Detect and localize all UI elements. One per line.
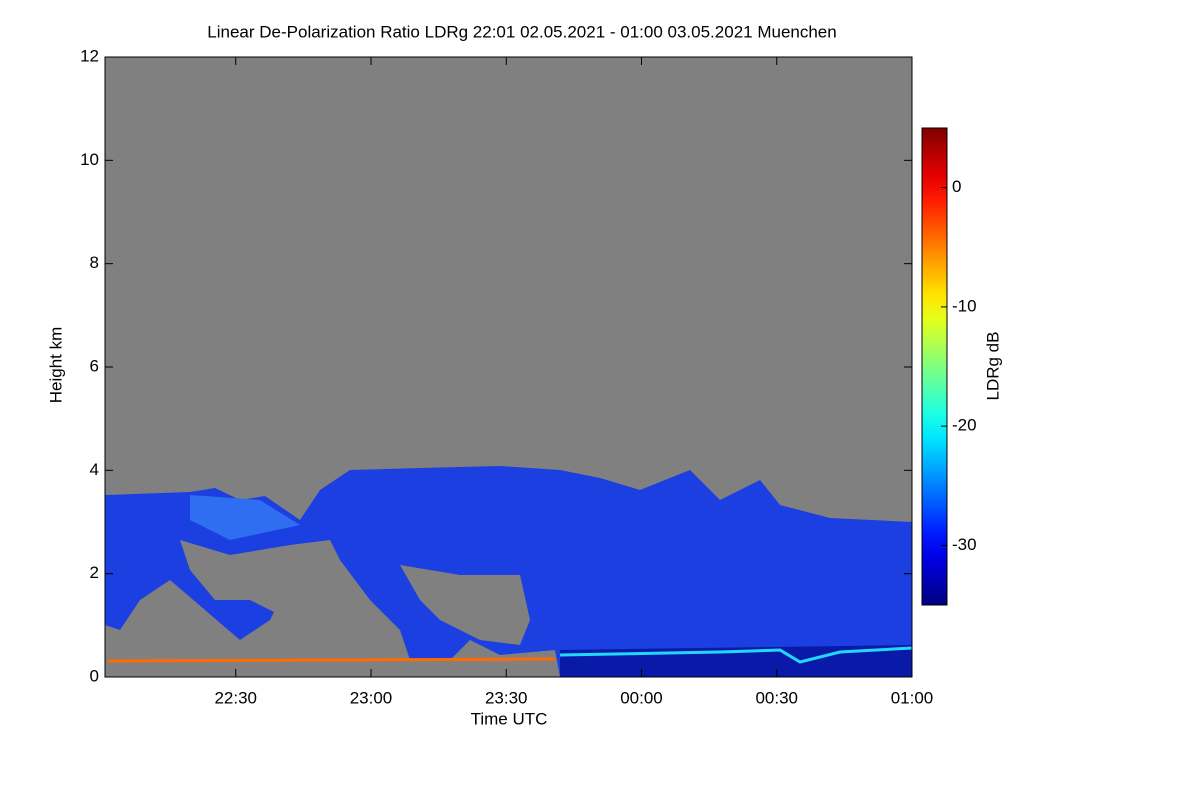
colorbar (921, 127, 948, 606)
y-tick-label: 12 (80, 46, 99, 65)
x-tick-label: 22:30 (214, 688, 257, 707)
x-tick-label: 23:00 (350, 688, 393, 707)
y-axis-label: Height km (46, 327, 65, 404)
y-tick-label: 8 (90, 253, 99, 272)
x-axis-label: Time UTC (471, 709, 548, 728)
echo-line (559, 646, 913, 664)
echo-region (400, 565, 530, 645)
y-tick-label: 0 (90, 666, 99, 685)
x-tick-label: 23:30 (485, 688, 528, 707)
chart-title: Linear De-Polarization Ratio LDRg 22:01 … (207, 22, 836, 41)
x-tick-label: 00:00 (620, 688, 663, 707)
y-tick-label: 2 (90, 563, 99, 582)
y-tick-label: 4 (90, 460, 99, 479)
colorbar-label: LDRg dB (983, 332, 1002, 401)
echo-region (180, 540, 345, 620)
colorbar-tick-label: -10 (952, 296, 977, 315)
y-tick-label: 6 (90, 356, 99, 375)
x-tick-label: 00:30 (755, 688, 798, 707)
echo-layer (105, 466, 913, 677)
y-tick-label: 10 (80, 150, 99, 169)
echo-line (107, 657, 556, 663)
colorbar-tick-label: 0 (952, 177, 961, 196)
x-tick-label: 01:00 (891, 688, 934, 707)
echo-region (105, 640, 300, 672)
echo-region (105, 466, 912, 677)
colorbar-tick-label: -30 (952, 535, 977, 554)
echo-region (190, 495, 300, 540)
colorbar-tick-label: -20 (952, 416, 977, 435)
